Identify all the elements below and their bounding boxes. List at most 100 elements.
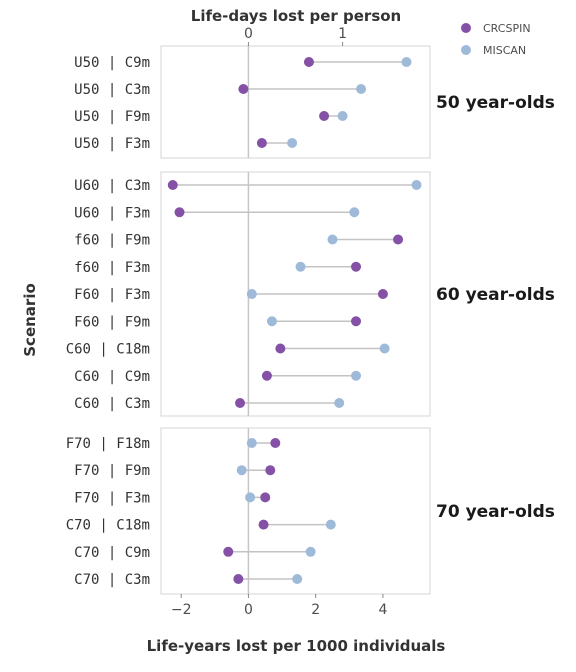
dumbbell-row: C60 | C9m xyxy=(74,369,362,385)
legend-swatch xyxy=(461,23,471,33)
dumbbell-row: F60 | F3m xyxy=(74,287,388,303)
secondary-x-axis-title: Life-days lost per person xyxy=(191,7,401,25)
panel-frame xyxy=(160,427,431,595)
dumbbell-row: U50 | C3m xyxy=(74,82,367,98)
scenario-label: f60 | F9m xyxy=(74,233,150,249)
scenario-label: U60 | C3m xyxy=(74,178,150,194)
panel-label: 70 year-olds xyxy=(436,502,555,522)
panel-2: U60 | C3m U60 | F3m f60 | F9m f60 | F3m F60 … xyxy=(66,171,555,417)
legend-item-crcspin: CRCSPIN xyxy=(461,22,531,35)
x-axis-title: Life-years lost per 1000 individuals xyxy=(147,637,446,655)
miscan-point xyxy=(292,574,303,584)
legend-swatch xyxy=(461,45,471,55)
y-axis-title: Scenario xyxy=(21,283,39,357)
miscan-point xyxy=(236,465,247,476)
crcspin-point xyxy=(275,343,286,354)
axes-group: −2 0 2 4 0 1 xyxy=(171,26,388,618)
x-tick-label: 2 xyxy=(311,602,320,618)
dumbbell-row: C60 | C3m xyxy=(74,396,345,412)
crcspin-point xyxy=(238,84,249,94)
crcspin-point xyxy=(174,207,185,218)
x-tick-label: −2 xyxy=(171,602,192,618)
scenario-label: F60 | F9m xyxy=(74,314,150,330)
scenario-label: f60 | F3m xyxy=(74,260,150,276)
dumbbell-row: U60 | F3m xyxy=(74,205,360,221)
dumbbell-row: F70 | F18m xyxy=(66,436,281,452)
scenario-label: U50 | C9m xyxy=(74,55,150,71)
miscan-point xyxy=(337,111,348,121)
panel-label: 60 year-olds xyxy=(436,285,555,305)
miscan-point xyxy=(266,316,277,327)
crcspin-point xyxy=(260,492,271,503)
miscan-point xyxy=(325,519,336,530)
crcspin-point xyxy=(235,398,246,408)
crcspin-point xyxy=(393,234,404,245)
scenario-label: U50 | F9m xyxy=(74,109,150,125)
dumbbell-row: U50 | C9m xyxy=(74,55,412,71)
crcspin-point xyxy=(303,57,314,67)
legend: CRCSPIN MISCAN xyxy=(461,22,531,57)
scenario-label: U50 | C3m xyxy=(74,82,150,98)
scenario-label: C70 | C9m xyxy=(74,545,150,561)
crcspin-point xyxy=(223,546,234,557)
scenario-label: C70 | C3m xyxy=(74,572,150,588)
crcspin-point xyxy=(319,111,330,121)
crcspin-point xyxy=(265,465,276,476)
scenario-label: C60 | C18m xyxy=(66,342,150,358)
miscan-point xyxy=(295,261,306,272)
scenario-label: C70 | C18m xyxy=(66,518,150,534)
dumbbell-row: F70 | F9m xyxy=(74,463,276,479)
dumbbell-row: f60 | F9m xyxy=(74,233,404,249)
scenario-label: F60 | F3m xyxy=(74,287,150,303)
crcspin-point xyxy=(351,316,362,327)
dumbbell-row: C70 | C18m xyxy=(66,518,336,534)
scenario-label: F70 | F18m xyxy=(66,436,150,452)
miscan-point xyxy=(334,398,345,408)
x-tick-label: 4 xyxy=(378,602,387,618)
panel-3: F70 | F18m F70 | F9m F70 | F3m C70 | C18m C7… xyxy=(66,427,555,595)
dumbbell-row: U50 | F3m xyxy=(74,136,298,152)
miscan-point xyxy=(349,207,360,218)
dumbbell-row: F70 | F3m xyxy=(74,490,271,506)
miscan-point xyxy=(287,138,298,148)
panel-1: U50 | C9m U50 | C3m U50 | F9m U50 | F3m 50 y… xyxy=(74,45,555,159)
miscan-point xyxy=(401,57,412,67)
miscan-point xyxy=(356,84,367,94)
dumbbell-row: U60 | C3m xyxy=(74,178,422,194)
scenario-label: U50 | F3m xyxy=(74,136,150,152)
panels-group: U50 | C9m U50 | C3m U50 | F9m U50 | F3m 50 y… xyxy=(66,45,555,595)
dumbbell-row: U50 | F9m xyxy=(74,109,348,125)
legend-item-miscan: MISCAN xyxy=(461,44,526,57)
crcspin-point xyxy=(351,261,362,272)
dumbbell-row: C70 | C3m xyxy=(74,572,303,588)
scenario-label: F70 | F3m xyxy=(74,490,150,506)
crcspin-point xyxy=(270,438,281,448)
miscan-point xyxy=(327,234,338,245)
panel-label: 50 year-olds xyxy=(436,93,555,113)
legend-label: CRCSPIN xyxy=(483,22,531,35)
dumbbell-row: F60 | F9m xyxy=(74,314,362,330)
scenario-label: C60 | C3m xyxy=(74,396,150,412)
miscan-point xyxy=(351,370,362,381)
crcspin-point xyxy=(377,289,388,299)
secondary-x-tick-label: 1 xyxy=(338,26,347,42)
secondary-x-tick-label: 0 xyxy=(244,26,253,42)
dumbbell-row: f60 | F3m xyxy=(74,260,362,276)
miscan-point xyxy=(246,289,257,299)
miscan-point xyxy=(379,343,390,354)
dumbbell-row: C60 | C18m xyxy=(66,342,390,358)
crcspin-point xyxy=(261,370,272,381)
miscan-point xyxy=(245,492,256,503)
scenario-label: U60 | F3m xyxy=(74,205,150,221)
miscan-point xyxy=(305,546,316,557)
x-tick-label: 0 xyxy=(244,602,253,618)
miscan-point xyxy=(246,438,257,448)
crcspin-point xyxy=(233,574,244,584)
crcspin-point xyxy=(256,138,267,148)
legend-label: MISCAN xyxy=(483,44,526,57)
scenario-label: C60 | C9m xyxy=(74,369,150,385)
miscan-point xyxy=(411,180,422,190)
crcspin-point xyxy=(258,519,269,530)
scenario-label: F70 | F9m xyxy=(74,463,150,479)
